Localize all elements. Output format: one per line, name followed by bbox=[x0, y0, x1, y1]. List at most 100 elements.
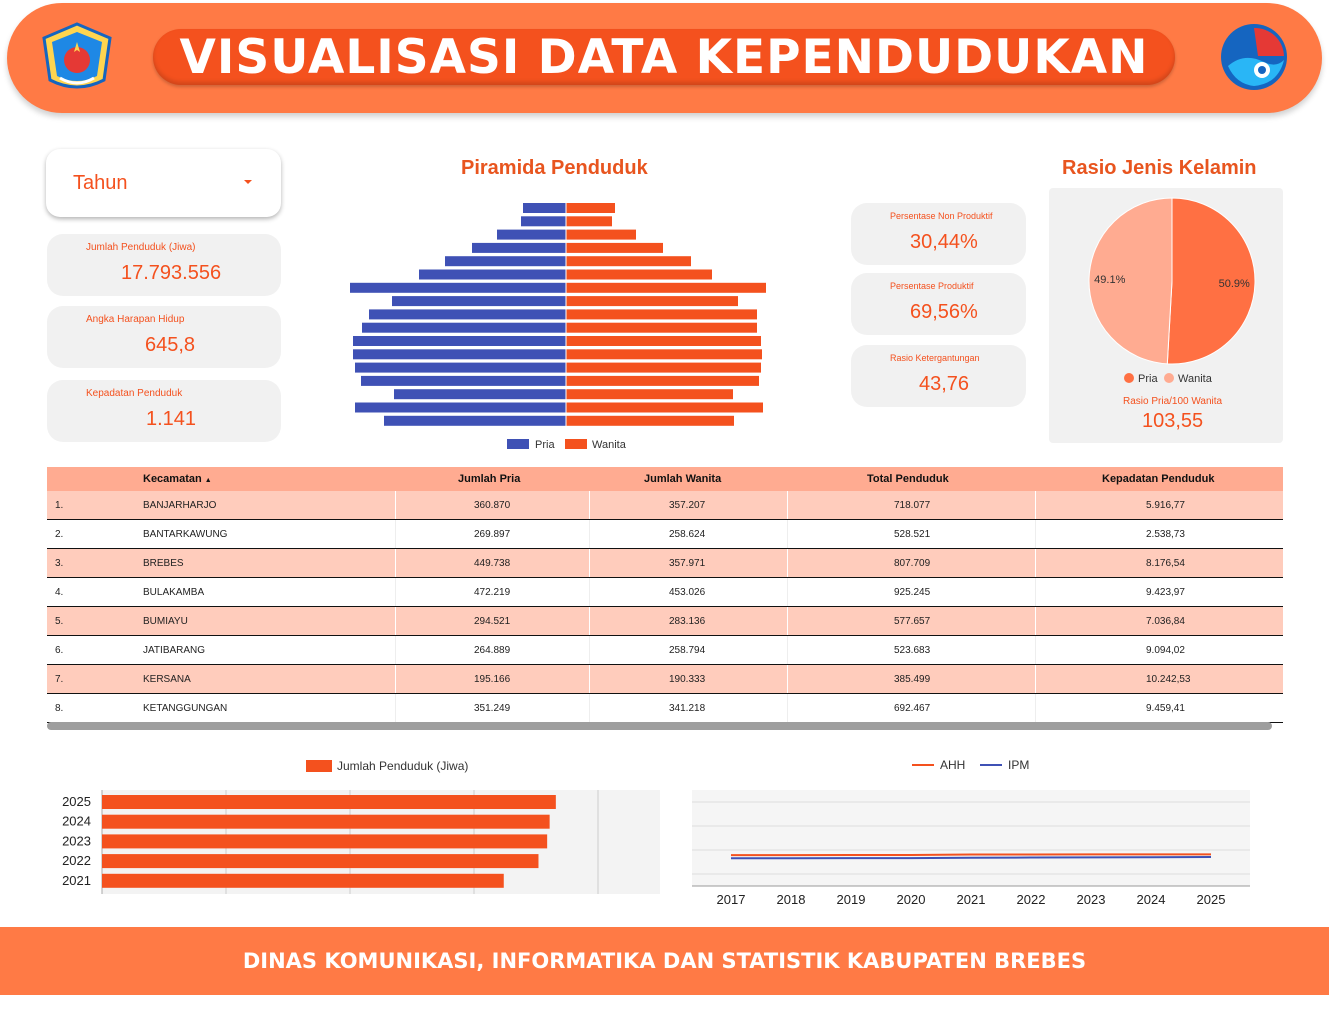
pyramid-bar-pria bbox=[497, 229, 566, 240]
table-cell-kec: KERSANA bbox=[143, 674, 191, 685]
plot-background bbox=[692, 790, 1250, 886]
stat-value: 17.793.556 bbox=[121, 262, 222, 284]
table-cell-no: 4. bbox=[55, 587, 64, 598]
sex-ratio-label: Rasio Pria/100 Wanita bbox=[1123, 396, 1223, 407]
y-tick-label: 2022 bbox=[62, 853, 91, 868]
table-row[interactable]: 8. KETANGGUNGAN 351.249 341.218 692.467 9.459… bbox=[47, 694, 1283, 723]
column-divider bbox=[395, 491, 396, 519]
bar-2022 bbox=[102, 854, 539, 869]
table-cell-total: 925.245 bbox=[894, 587, 931, 598]
pyramid-bar-wanita bbox=[566, 402, 763, 413]
legend-label-ipm: IPM bbox=[1008, 758, 1029, 772]
pyramid-bar-pria bbox=[353, 349, 566, 360]
table-cell-pria: 269.897 bbox=[474, 529, 511, 540]
table-cell-kepadatan: 8.176,54 bbox=[1146, 558, 1185, 569]
column-divider bbox=[589, 694, 590, 722]
ratio-label: Rasio Ketergantungan bbox=[890, 353, 980, 363]
column-divider bbox=[1035, 491, 1036, 519]
table-cell-no: 5. bbox=[55, 616, 64, 627]
table-row[interactable]: 7. KERSANA 195.166 190.333 385.499 10.242,53 bbox=[47, 665, 1283, 694]
table-cell-kec: BUMIAYU bbox=[143, 616, 188, 627]
column-divider bbox=[787, 607, 788, 635]
column-header-wanita[interactable]: Jumlah Wanita bbox=[644, 473, 722, 485]
ratio-label: Persentase Non Produktif bbox=[890, 211, 993, 221]
column-divider bbox=[395, 520, 396, 548]
table-cell-kepadatan: 9.423,97 bbox=[1146, 587, 1185, 598]
table-cell-wanita: 453.026 bbox=[669, 587, 706, 598]
pyramid-bar-wanita bbox=[566, 415, 734, 426]
legend-swatch-pria bbox=[507, 439, 529, 449]
pyramid-bar-pria bbox=[361, 375, 566, 386]
pyramid-legend: Pria Wanita bbox=[507, 439, 627, 451]
pyramid-bar-pria bbox=[384, 415, 566, 426]
table-cell-no: 8. bbox=[55, 703, 64, 714]
regency-emblem-icon bbox=[38, 22, 116, 96]
table-cell-kec: KETANGGUNGAN bbox=[143, 703, 228, 714]
table-cell-total: 523.683 bbox=[894, 645, 931, 656]
stat-label: Jumlah Penduduk (Jiwa) bbox=[86, 242, 196, 253]
x-tick-label: 2021 bbox=[957, 892, 986, 907]
bar-2024 bbox=[102, 814, 550, 829]
pyramid-bar-wanita bbox=[566, 296, 738, 307]
legend-label: Jumlah Penduduk (Jiwa) bbox=[337, 759, 468, 773]
pyramid-bar-pria bbox=[353, 336, 566, 346]
ahh-ipm-line-chart: 2017 2018 2019 2020 2021 2022 2023 2024 2025 AHH I… bbox=[692, 758, 1250, 907]
pyramid-bar-pria bbox=[419, 269, 566, 280]
table-row[interactable]: 5. BUMIAYU 294.521 283.136 577.657 7.036,84 bbox=[47, 607, 1283, 636]
column-divider bbox=[787, 491, 788, 519]
pie-value-label: 50.9% bbox=[1219, 278, 1250, 290]
column-header-pria[interactable]: Jumlah Pria bbox=[458, 473, 521, 485]
sex-ratio-panel: 50.9% 49.1% Pria Wanita Rasio Pria/100 Wani… bbox=[1049, 188, 1283, 443]
ratio-value: 69,56% bbox=[910, 301, 978, 323]
table-cell-kepadatan: 5.916,77 bbox=[1146, 500, 1185, 511]
line-ipm bbox=[730, 856, 1212, 860]
column-header-kecamatan[interactable]: Kecamatan ▲ bbox=[143, 473, 212, 485]
table-cell-wanita: 341.218 bbox=[669, 703, 706, 714]
stat-label: Kepadatan Penduduk bbox=[86, 388, 183, 399]
table-cell-kec: BREBES bbox=[143, 558, 184, 569]
pyramid-bar-wanita bbox=[566, 389, 733, 400]
stat-label: Angka Harapan Hidup bbox=[86, 314, 185, 325]
legend-swatch-pria bbox=[1124, 373, 1134, 383]
column-divider bbox=[589, 549, 590, 577]
ratio-label: Persentase Produktif bbox=[890, 281, 974, 291]
pyramid-bar-wanita bbox=[566, 269, 712, 280]
pyramid-bar-wanita bbox=[566, 349, 762, 360]
table-cell-pria: 195.166 bbox=[474, 674, 511, 685]
x-tick-label: 2024 bbox=[1137, 892, 1166, 907]
column-divider bbox=[589, 520, 590, 548]
column-header-total[interactable]: Total Penduduk bbox=[867, 473, 949, 485]
pyramid-bar-wanita bbox=[566, 322, 757, 333]
table-horizontal-scrollbar[interactable] bbox=[47, 722, 1272, 730]
table-cell-kec: BANTARKAWUNG bbox=[143, 529, 228, 540]
column-divider bbox=[1035, 665, 1036, 693]
legend-label-pria: Pria bbox=[1138, 373, 1158, 385]
pyramid-bar-wanita bbox=[566, 282, 766, 293]
table-cell-kepadatan: 2.538,73 bbox=[1146, 529, 1185, 540]
table-row[interactable]: 6. JATIBARANG 264.889 258.794 523.683 9.094,0… bbox=[47, 636, 1283, 665]
footer-banner: DINAS KOMUNIKASI, INFORMATIKA DAN STATIS… bbox=[0, 927, 1329, 995]
table-cell-kec: BANJARHARJO bbox=[143, 500, 217, 511]
legend-swatch-wanita bbox=[1164, 373, 1174, 383]
pyramid-bar-pria bbox=[394, 389, 566, 400]
year-filter-dropdown[interactable]: Tahun bbox=[46, 149, 281, 217]
pie-legend: Pria Wanita bbox=[1124, 373, 1213, 385]
district-table: Kecamatan ▲ Jumlah Pria Jumlah Wanita To… bbox=[47, 467, 1283, 732]
stat-card-population: Jumlah Penduduk (Jiwa) 17.793.556 bbox=[47, 234, 281, 296]
legend-swatch-wanita bbox=[565, 439, 587, 449]
column-divider bbox=[395, 607, 396, 635]
column-header-kepadatan[interactable]: Kepadatan Penduduk bbox=[1102, 473, 1215, 485]
pyramid-bar-pria bbox=[355, 402, 566, 413]
column-divider bbox=[589, 636, 590, 664]
table-row[interactable]: 4. BULAKAMBA 472.219 453.026 925.245 9.423,97 bbox=[47, 578, 1283, 607]
table-cell-no: 2. bbox=[55, 529, 64, 540]
table-row[interactable]: 2. BANTARKAWUNG 269.897 258.624 528.521 2.538… bbox=[47, 520, 1283, 549]
x-tick-label: 2019 bbox=[837, 892, 866, 907]
table-row[interactable]: 1. BANJARHARJO 360.870 357.207 718.077 5.916,… bbox=[47, 491, 1283, 520]
x-tick-label: 2022 bbox=[1017, 892, 1046, 907]
pie-title: Rasio Jenis Kelamin bbox=[1062, 157, 1257, 179]
pyramid-bar-wanita bbox=[566, 336, 761, 346]
table-row[interactable]: 3. BREBES 449.738 357.971 807.709 8.176,54 bbox=[47, 549, 1283, 578]
table-cell-kec: JATIBARANG bbox=[143, 645, 206, 656]
pyramid-bar-pria bbox=[362, 322, 566, 333]
